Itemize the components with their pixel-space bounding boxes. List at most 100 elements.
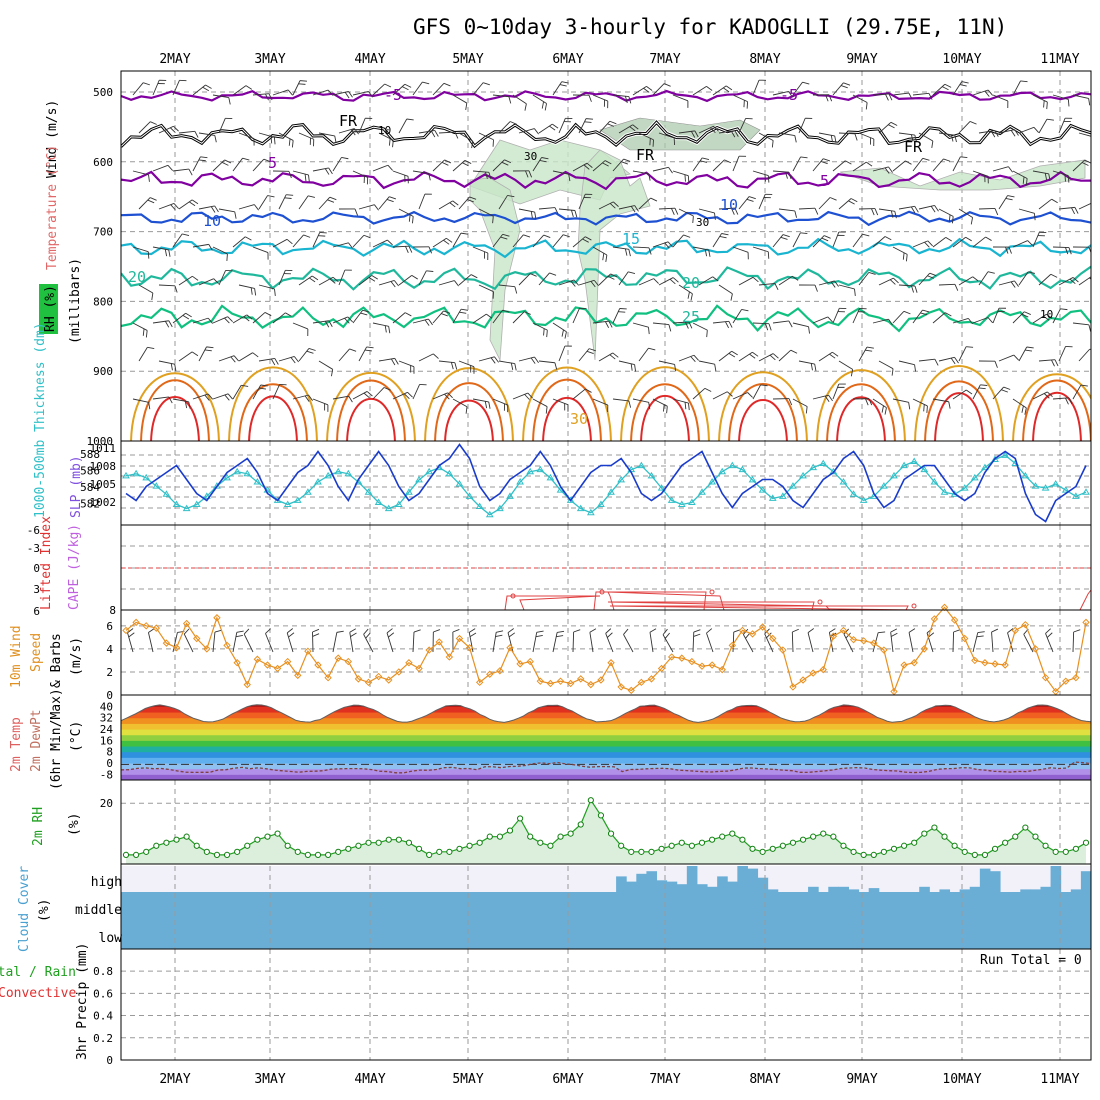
wind-barb xyxy=(532,234,545,248)
wind-barb xyxy=(572,388,586,400)
wind-barb xyxy=(878,208,895,212)
wind-barb xyxy=(412,170,429,174)
slp-tick: 1005 xyxy=(90,478,117,491)
rh2m-marker xyxy=(840,842,847,849)
cloud-high-bar xyxy=(666,881,678,892)
wind-barb-flag xyxy=(1043,315,1050,321)
wind-barb-flag xyxy=(286,628,294,634)
wind-barb-flag xyxy=(648,347,656,351)
wind10-marker xyxy=(263,661,272,669)
precip-conv-label: Convective xyxy=(0,986,76,1001)
wind-barb-flag xyxy=(994,130,999,137)
arch-35 xyxy=(826,383,896,441)
thickness-label: 1000-500mb Thickness (dm) xyxy=(33,322,48,518)
wind10-marker xyxy=(617,683,625,691)
wind-barb xyxy=(898,360,915,366)
wind-barb xyxy=(752,322,770,325)
wind-barb-flag xyxy=(710,127,716,133)
arch-35 xyxy=(336,379,406,441)
wind-barb-flag xyxy=(524,394,530,400)
wind-barb-flag xyxy=(589,348,596,352)
wind-barb xyxy=(552,398,569,406)
wind-barb xyxy=(312,232,321,248)
wind-barb xyxy=(972,170,989,177)
wind-barb-flag xyxy=(495,634,503,638)
wind-barb-flag xyxy=(582,238,589,243)
li-tick: 3 xyxy=(33,583,40,596)
wind-barb-flag xyxy=(1065,397,1069,405)
thickness-marker xyxy=(718,467,727,475)
wind-barb xyxy=(772,320,789,324)
wind-barb xyxy=(638,278,654,286)
wind-barb xyxy=(612,94,629,98)
wind-barb xyxy=(192,84,206,96)
rh2m-marker xyxy=(668,842,675,849)
wind-barb-flag xyxy=(951,216,954,224)
wind-barb xyxy=(632,85,647,96)
wind-barb xyxy=(192,317,209,324)
wind-barb-flag xyxy=(629,126,636,132)
rh2m-marker xyxy=(436,848,443,855)
wind-barb-flag xyxy=(1044,173,1048,181)
wind10-marker xyxy=(283,657,292,666)
wind-barb xyxy=(718,284,733,295)
cloud-high-bar xyxy=(717,876,728,892)
wind-barb xyxy=(632,322,649,328)
wind-barb-flag xyxy=(573,629,581,633)
wind-barb-flag xyxy=(669,278,676,285)
wind-barb-flag xyxy=(894,211,897,219)
cloud-high-bar xyxy=(686,866,698,892)
wind-barb xyxy=(358,346,368,362)
wind-barb-flag xyxy=(443,310,451,314)
wind-barb-flag xyxy=(834,135,837,143)
wind-barb-flag xyxy=(509,121,517,125)
thickness-marker xyxy=(324,471,332,479)
wind-barb xyxy=(1078,132,1091,137)
wind-barb-flag xyxy=(865,398,869,406)
wind-barb xyxy=(127,632,134,653)
wind-barb-flag xyxy=(183,628,190,635)
rh2m-marker xyxy=(1012,833,1019,840)
wind-barb xyxy=(892,92,909,96)
wind-barb xyxy=(952,236,966,248)
rh2m-marker xyxy=(345,845,352,852)
wind-barb xyxy=(198,132,215,136)
wind-barb xyxy=(158,125,174,134)
wind-barb xyxy=(991,632,994,653)
thickness-marker xyxy=(475,502,484,510)
wind-barb xyxy=(1052,308,1061,324)
wind-barb-flag xyxy=(889,279,896,285)
wind-barb-flag xyxy=(208,244,213,251)
cloud-high-bar xyxy=(868,888,880,892)
rh2m-marker xyxy=(486,833,493,840)
wind-barb-flag xyxy=(954,135,957,143)
wind-barb-flag xyxy=(492,216,494,224)
thickness-marker xyxy=(445,469,454,477)
temp-band xyxy=(121,695,1091,701)
wind10-marker xyxy=(870,639,878,647)
rh2m-marker xyxy=(375,839,382,846)
li-tick: -6 xyxy=(27,524,40,537)
wind-barb xyxy=(292,322,309,330)
wind10-marker xyxy=(950,616,959,624)
wind-barb-flag xyxy=(749,353,756,359)
wind-barb-flag xyxy=(890,632,898,637)
wind-barb-flag xyxy=(929,272,937,277)
wind-barb xyxy=(138,197,151,210)
wind-barb-flag xyxy=(147,346,155,350)
wind-barb-flag xyxy=(630,363,633,371)
wind-barb-flag xyxy=(188,401,191,409)
rh2m-label: 2m RH xyxy=(31,807,46,846)
wind-barb-flag xyxy=(307,195,315,198)
li-marker xyxy=(911,603,917,609)
wind-barb xyxy=(1018,208,1035,214)
wind-barb-flag xyxy=(1047,391,1053,398)
rh2m-marker xyxy=(557,833,564,840)
wind-barb-flag xyxy=(151,292,154,300)
cloud-high-bar xyxy=(1040,886,1052,892)
wind-barb-flag xyxy=(1046,118,1054,121)
chart-title: GFS 0~10day 3-hourly for KADOGLLI (29.75… xyxy=(413,15,1007,39)
wind-barb-flag xyxy=(1005,198,1013,201)
wind-barb-flag xyxy=(752,351,759,357)
rh2m-marker xyxy=(304,851,311,858)
